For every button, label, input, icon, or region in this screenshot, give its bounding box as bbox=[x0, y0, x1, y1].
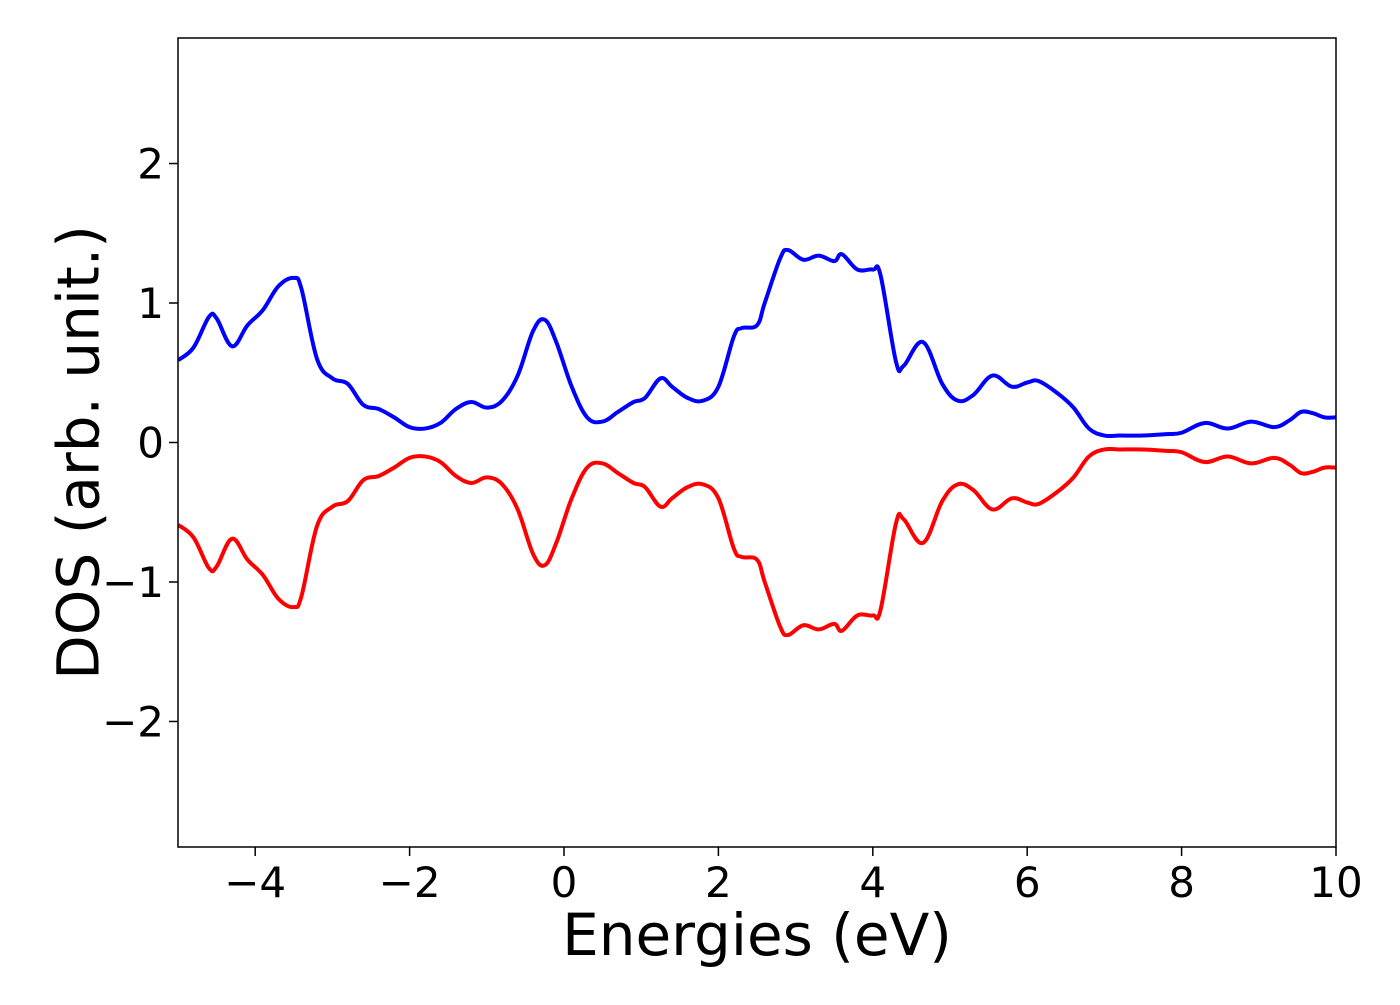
x-tick-label: 0 bbox=[551, 858, 578, 907]
series-line-down bbox=[178, 446, 1336, 638]
plot-frame bbox=[177, 37, 1337, 848]
series-layer bbox=[178, 247, 1336, 638]
x-tick-label: 10 bbox=[1309, 858, 1362, 907]
y-tick-label: −2 bbox=[102, 697, 164, 746]
y-tick-label: 1 bbox=[137, 279, 164, 328]
x-axis-label: Energies (eV) bbox=[562, 901, 952, 969]
x-tick-label: 2 bbox=[705, 858, 732, 907]
y-axis-label: DOS (arb. unit.) bbox=[44, 225, 112, 680]
x-tick-label: 6 bbox=[1014, 858, 1041, 907]
y-tick-label: −1 bbox=[102, 558, 164, 607]
y-tick-label: 0 bbox=[137, 419, 164, 468]
x-tick-label: −4 bbox=[224, 858, 286, 907]
x-tick-label: 4 bbox=[859, 858, 886, 907]
y-tick-label: 2 bbox=[137, 140, 164, 189]
y-axis-ticks: −2 −1 0 1 2 bbox=[102, 140, 178, 746]
series-line-up bbox=[178, 247, 1336, 439]
x-tick-label: 8 bbox=[1168, 858, 1195, 907]
x-tick-label: −2 bbox=[379, 858, 441, 907]
x-axis-ticks: −4 −2 0 2 4 6 8 10 bbox=[224, 847, 1363, 907]
